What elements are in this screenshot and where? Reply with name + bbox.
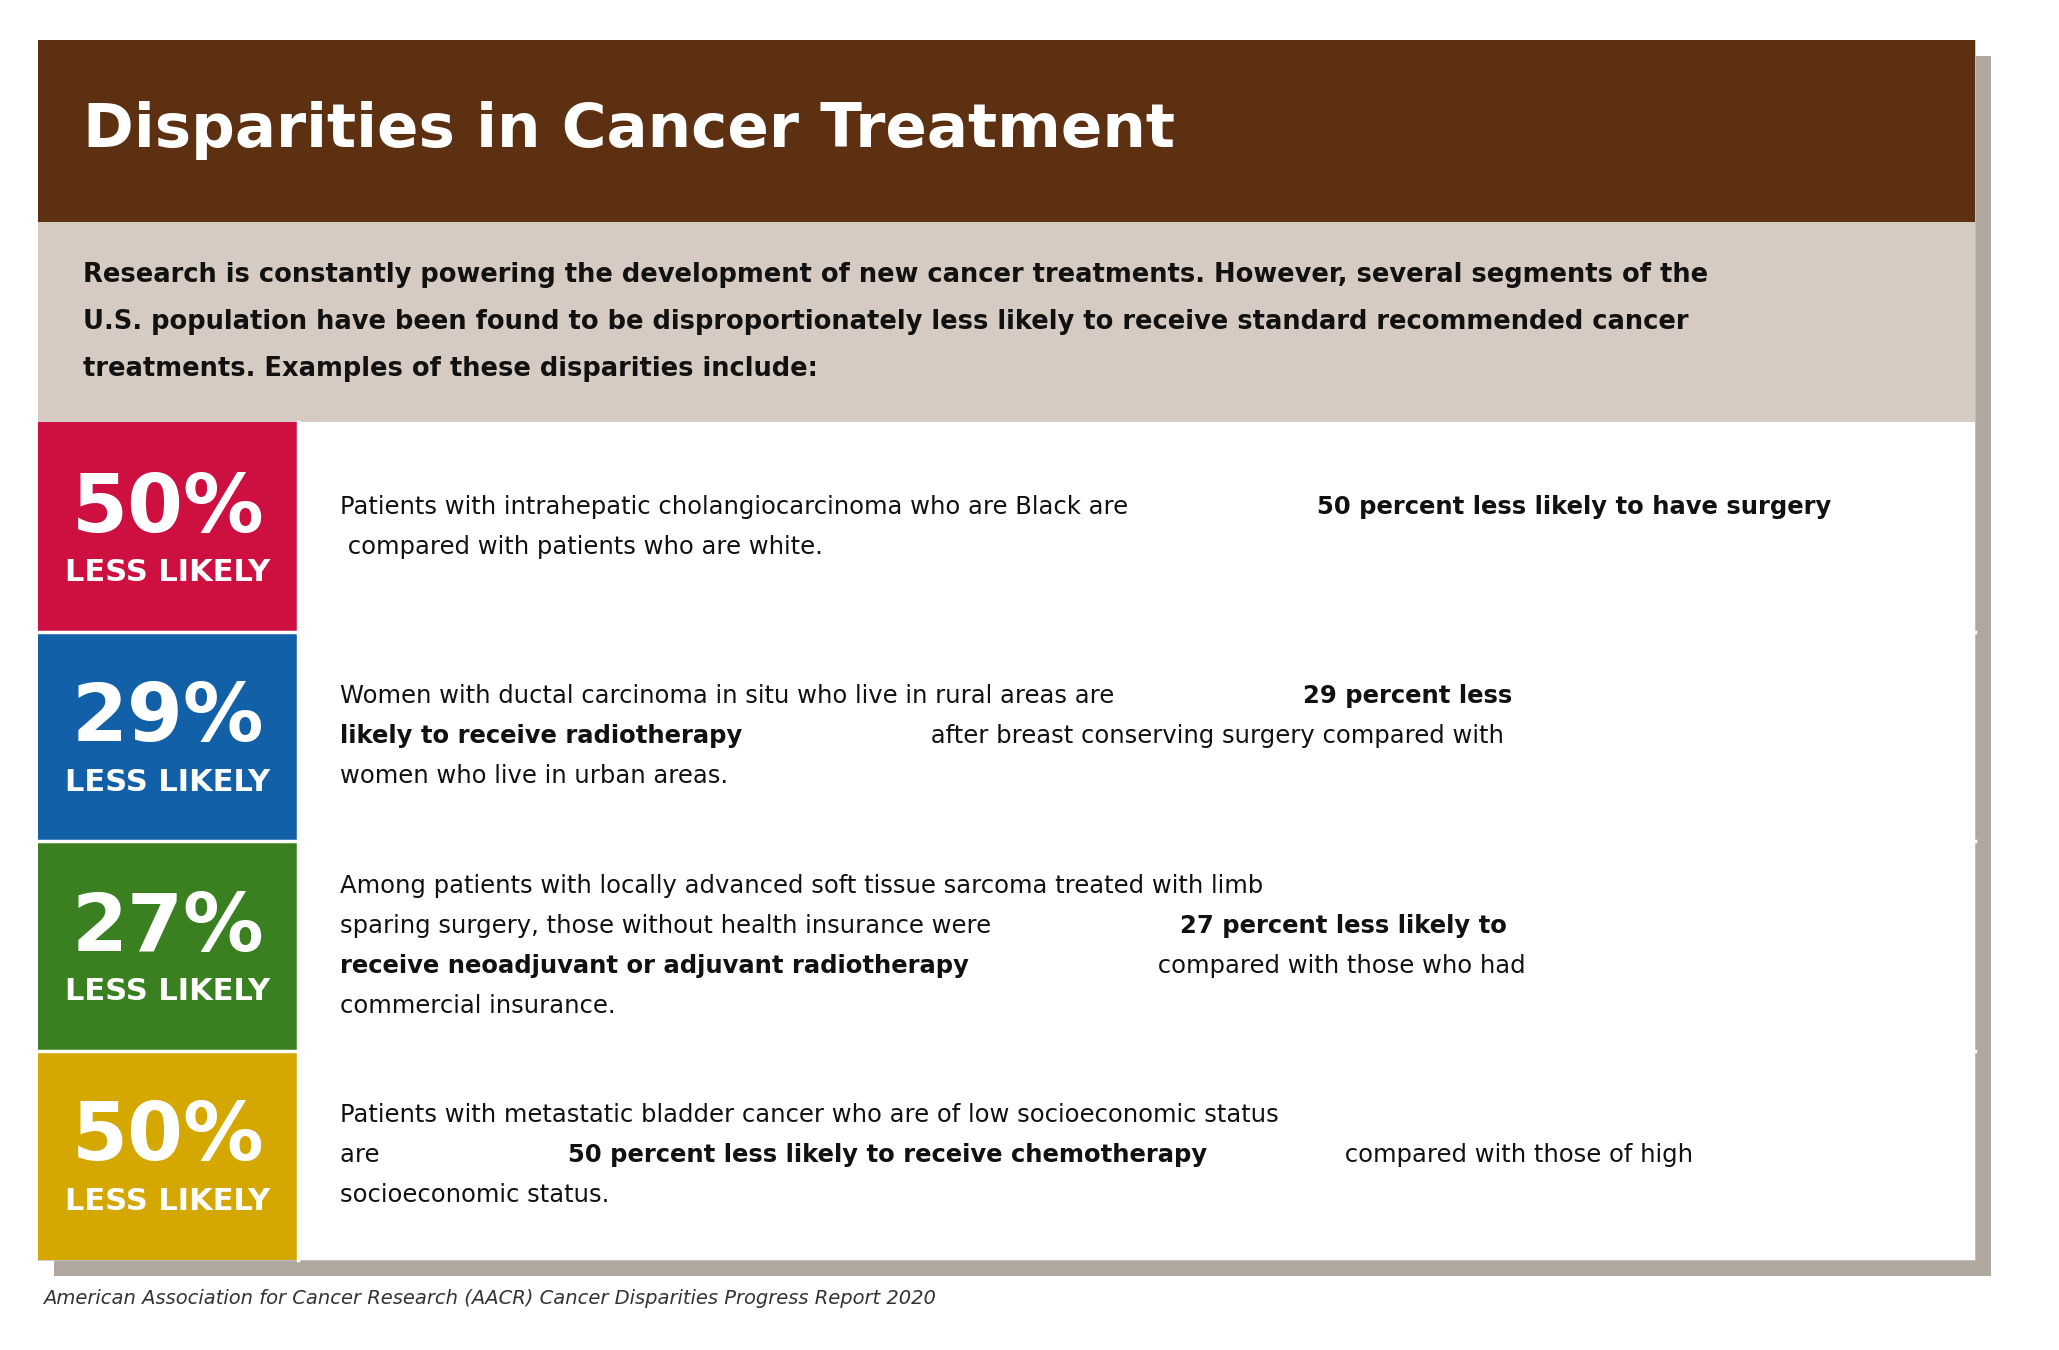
Text: compared with those of high: compared with those of high (1336, 1143, 1692, 1168)
FancyBboxPatch shape (37, 632, 299, 841)
Text: Women with ductal carcinoma in situ who live in rural areas are: Women with ductal carcinoma in situ who … (340, 684, 1122, 709)
Text: 50%: 50% (72, 471, 264, 549)
Text: 50%: 50% (72, 1099, 264, 1177)
Text: Patients with intrahepatic cholangiocarcinoma who are Black are: Patients with intrahepatic cholangiocarc… (340, 494, 1137, 518)
FancyBboxPatch shape (37, 221, 1975, 423)
Text: 29%: 29% (72, 680, 264, 759)
Text: 27 percent less likely to: 27 percent less likely to (1180, 914, 1507, 938)
Text: U.S. population have been found to be disproportionately less likely to receive : U.S. population have been found to be di… (82, 309, 1688, 335)
Text: compared with patients who are white.: compared with patients who are white. (340, 535, 824, 559)
FancyBboxPatch shape (299, 632, 1975, 841)
FancyBboxPatch shape (54, 55, 1991, 1276)
Text: after breast conserving surgery compared with: after breast conserving surgery compared… (922, 724, 1503, 748)
Text: LESS LIKELY: LESS LIKELY (66, 768, 270, 796)
Text: compared with those who had: compared with those who had (1149, 953, 1526, 977)
Text: women who live in urban areas.: women who live in urban areas. (340, 764, 729, 788)
Text: receive neoadjuvant or adjuvant radiotherapy: receive neoadjuvant or adjuvant radiothe… (340, 953, 970, 977)
Text: sparing surgery, those without health insurance were: sparing surgery, those without health in… (340, 914, 999, 938)
Text: socioeconomic status.: socioeconomic status. (340, 1183, 609, 1207)
Text: commercial insurance.: commercial insurance. (340, 994, 616, 1018)
Text: LESS LIKELY: LESS LIKELY (66, 977, 270, 1006)
Text: treatments. Examples of these disparities include:: treatments. Examples of these disparitie… (82, 356, 817, 382)
FancyBboxPatch shape (37, 841, 299, 1050)
Text: 27%: 27% (72, 890, 264, 968)
Text: are: are (340, 1143, 387, 1168)
FancyBboxPatch shape (299, 841, 1975, 1050)
FancyBboxPatch shape (299, 1050, 1975, 1260)
FancyBboxPatch shape (37, 40, 1975, 221)
FancyBboxPatch shape (37, 1050, 299, 1260)
Text: 29 percent less: 29 percent less (1303, 684, 1511, 709)
Text: American Association for Cancer Research (AACR) Cancer Disparities Progress Repo: American Association for Cancer Research… (43, 1288, 937, 1308)
Text: Disparities in Cancer Treatment: Disparities in Cancer Treatment (82, 101, 1176, 161)
FancyBboxPatch shape (37, 423, 299, 632)
Text: Patients with metastatic bladder cancer who are of low socioeconomic status: Patients with metastatic bladder cancer … (340, 1103, 1279, 1127)
Text: LESS LIKELY: LESS LIKELY (66, 1187, 270, 1216)
Text: Among patients with locally advanced soft tissue sarcoma treated with limb: Among patients with locally advanced sof… (340, 873, 1264, 898)
Text: 50 percent less likely to receive chemotherapy: 50 percent less likely to receive chemot… (568, 1143, 1207, 1168)
FancyBboxPatch shape (37, 40, 1975, 1260)
FancyBboxPatch shape (299, 423, 1975, 632)
Text: Research is constantly powering the development of new cancer treatments. Howeve: Research is constantly powering the deve… (82, 262, 1709, 288)
Text: likely to receive radiotherapy: likely to receive radiotherapy (340, 724, 741, 748)
Text: 50 percent less likely to have surgery: 50 percent less likely to have surgery (1318, 494, 1830, 518)
Text: LESS LIKELY: LESS LIKELY (66, 559, 270, 587)
